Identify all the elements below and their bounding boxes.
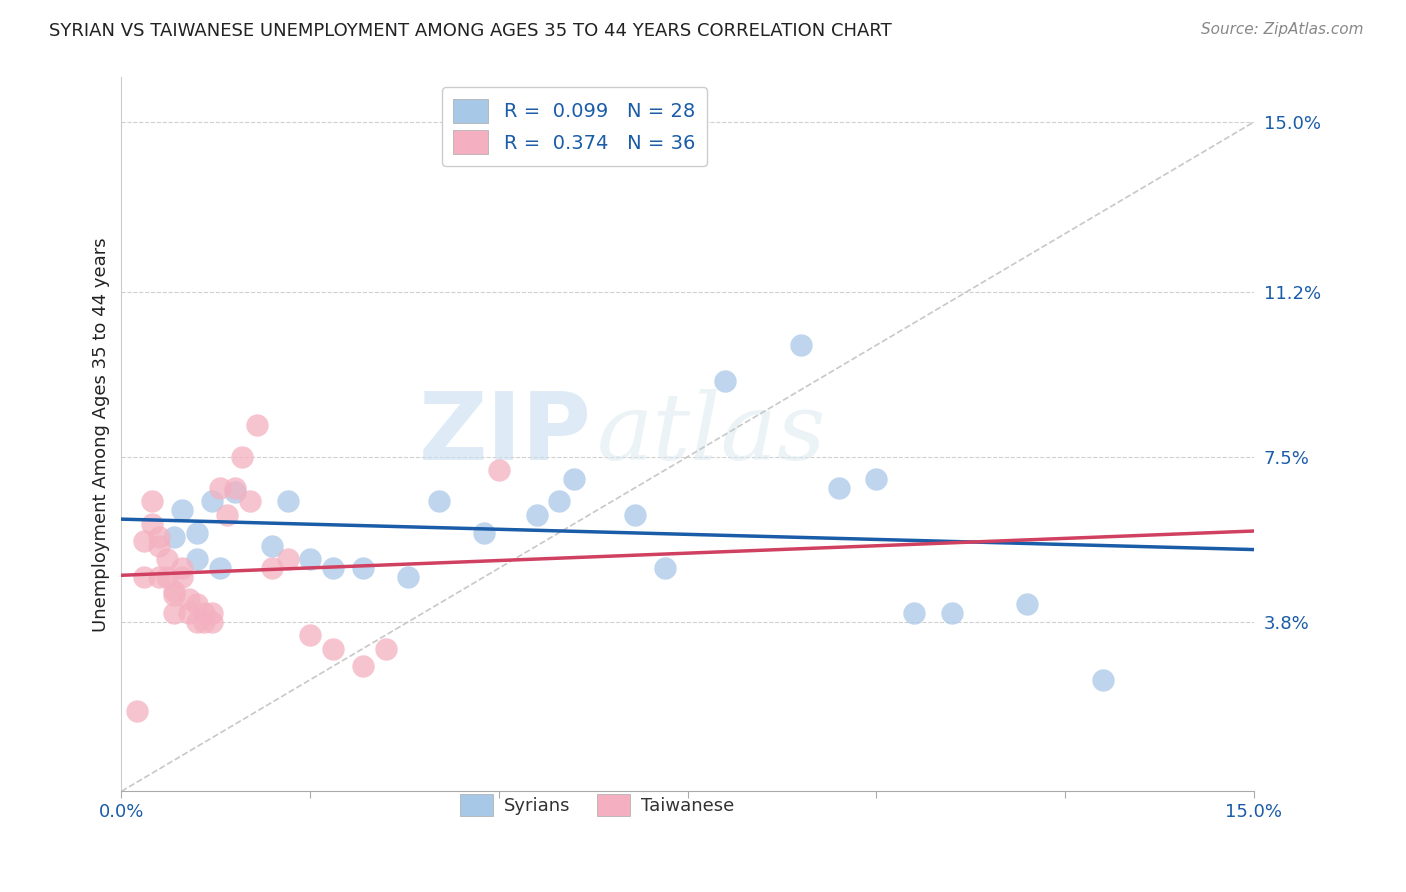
Point — [246, 418, 269, 433]
Point — [299, 552, 322, 566]
Point — [125, 704, 148, 718]
Point — [217, 508, 239, 522]
Point — [170, 503, 193, 517]
Point — [148, 530, 170, 544]
Point — [163, 530, 186, 544]
Point — [239, 494, 262, 508]
Point — [299, 628, 322, 642]
Point — [865, 472, 887, 486]
Point — [179, 606, 201, 620]
Point — [941, 606, 963, 620]
Point — [163, 588, 186, 602]
Point — [148, 570, 170, 584]
Point — [201, 494, 224, 508]
Text: atlas: atlas — [598, 390, 827, 479]
Point — [170, 570, 193, 584]
Point — [141, 494, 163, 508]
Point — [208, 561, 231, 575]
Point — [156, 570, 179, 584]
Point — [277, 552, 299, 566]
Point — [156, 552, 179, 566]
Point — [564, 472, 586, 486]
Text: ZIP: ZIP — [419, 388, 592, 481]
Point — [623, 508, 645, 522]
Point — [201, 615, 224, 629]
Point — [170, 561, 193, 575]
Point — [1091, 673, 1114, 687]
Y-axis label: Unemployment Among Ages 35 to 44 years: Unemployment Among Ages 35 to 44 years — [93, 237, 110, 632]
Point — [224, 485, 246, 500]
Text: Source: ZipAtlas.com: Source: ZipAtlas.com — [1201, 22, 1364, 37]
Point — [231, 450, 253, 464]
Point — [262, 539, 284, 553]
Point — [903, 606, 925, 620]
Point — [141, 516, 163, 531]
Point — [163, 606, 186, 620]
Point — [322, 641, 344, 656]
Point — [374, 641, 396, 656]
Point — [186, 552, 208, 566]
Point — [132, 570, 155, 584]
Point — [714, 374, 737, 388]
Point — [1017, 597, 1039, 611]
Point — [526, 508, 548, 522]
Point — [472, 525, 495, 540]
Point — [277, 494, 299, 508]
Point — [262, 561, 284, 575]
Point — [224, 481, 246, 495]
Text: SYRIAN VS TAIWANESE UNEMPLOYMENT AMONG AGES 35 TO 44 YEARS CORRELATION CHART: SYRIAN VS TAIWANESE UNEMPLOYMENT AMONG A… — [49, 22, 891, 40]
Point — [352, 659, 374, 673]
Point — [352, 561, 374, 575]
Point — [132, 534, 155, 549]
Point — [654, 561, 676, 575]
Point — [488, 463, 510, 477]
Point — [396, 570, 419, 584]
Point — [148, 539, 170, 553]
Point — [208, 481, 231, 495]
Point — [201, 606, 224, 620]
Point — [193, 615, 215, 629]
Point — [186, 525, 208, 540]
Point — [548, 494, 571, 508]
Point — [322, 561, 344, 575]
Point — [827, 481, 849, 495]
Point — [186, 615, 208, 629]
Legend: Syrians, Taiwanese: Syrians, Taiwanese — [451, 785, 742, 825]
Point — [193, 606, 215, 620]
Point — [427, 494, 450, 508]
Point — [163, 583, 186, 598]
Point — [790, 338, 813, 352]
Point — [186, 597, 208, 611]
Point — [179, 592, 201, 607]
